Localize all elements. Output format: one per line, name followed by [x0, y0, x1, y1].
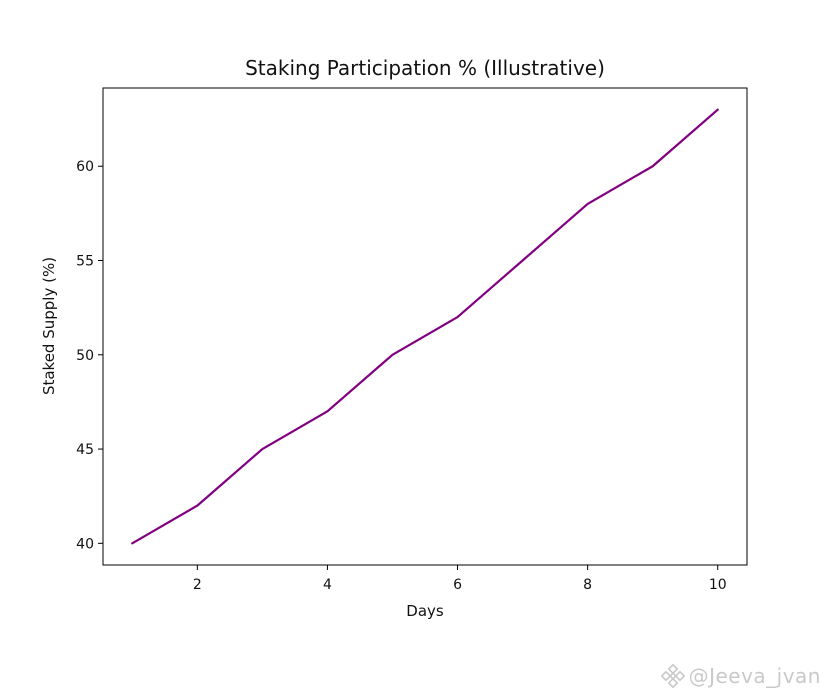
x-tick-label: 2 [193, 577, 202, 593]
x-tick-label: 6 [453, 577, 462, 593]
plot-area-frame [102, 87, 748, 566]
y-tick-label: 50 [76, 348, 94, 364]
x-tick-label: 8 [583, 577, 592, 593]
y-tick-label: 60 [76, 159, 94, 175]
y-axis-label: Staked Supply (%) [40, 257, 58, 395]
y-tick-label: 55 [76, 254, 94, 270]
y-axis-ticks: 40 45 50 55 60 [76, 159, 103, 552]
binance-logo-icon [660, 664, 685, 688]
watermark: @Jeeva_jvan [660, 664, 821, 688]
y-tick-label: 40 [76, 536, 94, 552]
series-layer [131, 108, 719, 545]
watermark-text: @Jeeva_jvan [688, 664, 821, 688]
x-tick-label: 10 [709, 577, 727, 593]
series-line [131, 108, 719, 545]
x-axis-ticks: 2 4 6 8 10 [193, 565, 727, 593]
y-tick-label: 45 [76, 442, 94, 458]
chart-title: Staking Participation % (Illustrative) [245, 56, 605, 80]
x-tick-label: 4 [323, 577, 332, 593]
x-axis-label: Days [406, 602, 444, 620]
